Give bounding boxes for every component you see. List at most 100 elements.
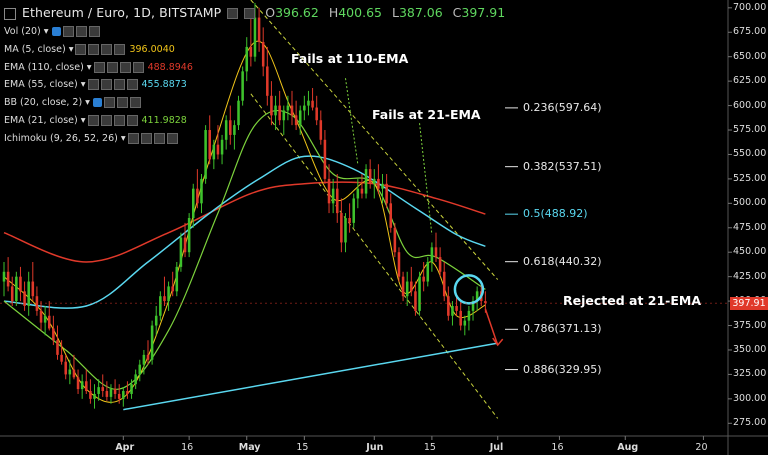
indicator-row[interactable]: Vol (20) ▾	[4, 26, 100, 37]
candle-body	[282, 110, 286, 121]
more-icon[interactable]	[244, 8, 256, 19]
indicator-row[interactable]: MA (5, close) ▾ 396.0040	[4, 43, 175, 55]
candle-body	[261, 42, 265, 67]
y-tick-label: 500.00	[733, 197, 767, 209]
candle	[224, 115, 228, 150]
indicator-label[interactable]: EMA (21, close) ▾	[4, 115, 86, 126]
candle-body	[27, 281, 30, 306]
candle	[101, 374, 105, 397]
candle-body	[229, 120, 232, 135]
collapse-icon[interactable]	[4, 7, 16, 20]
settings-icon[interactable]	[227, 8, 239, 19]
candle-body	[451, 305, 454, 316]
eye-icon[interactable]	[51, 27, 61, 36]
candle-body	[389, 203, 393, 228]
dotted-arrow-2	[419, 123, 433, 235]
x-tick-label: Aug	[617, 442, 639, 453]
settings-icon[interactable]	[140, 132, 152, 144]
candle	[191, 183, 195, 228]
eye-icon[interactable]	[75, 43, 87, 55]
settings-icon[interactable]	[100, 79, 112, 91]
candle-body	[23, 291, 26, 306]
candle	[138, 359, 142, 382]
indicator-label[interactable]: BB (20, close, 2) ▾	[4, 97, 90, 109]
candle	[179, 232, 183, 272]
annotation-rejected-21: Rejected at 21-EMA	[563, 293, 702, 308]
close-icon[interactable]	[132, 61, 144, 73]
settings-icon[interactable]	[100, 115, 112, 126]
high-value: 400.65	[338, 5, 382, 20]
candle-body	[163, 296, 166, 302]
indicator-row[interactable]: EMA (21, close) ▾ 411.9828	[4, 115, 187, 126]
ma-5-line	[3, 40, 486, 403]
indicator-label[interactable]: EMA (55, close) ▾	[4, 79, 86, 91]
candle	[286, 95, 290, 121]
candle-body	[467, 310, 471, 321]
y-tick-label: 475.00	[733, 221, 767, 233]
indicator-label[interactable]: Vol (20) ▾	[4, 26, 49, 37]
close-icon[interactable]	[166, 132, 178, 144]
candle-body	[122, 391, 125, 399]
candle-body	[130, 384, 133, 394]
candle	[467, 305, 471, 331]
candle-body	[426, 261, 430, 282]
candle	[76, 369, 80, 394]
indicator-label[interactable]: Ichimoku (9, 26, 52, 26) ▾	[4, 132, 126, 144]
add-icon[interactable]	[101, 43, 113, 55]
candle	[455, 296, 458, 316]
indicator-row[interactable]: Ichimoku (9, 26, 52, 26) ▾	[4, 132, 178, 144]
y-tick-label: 575.00	[733, 124, 767, 136]
candle-body	[191, 188, 195, 218]
eye-icon[interactable]	[93, 61, 105, 73]
close-icon[interactable]	[126, 79, 138, 91]
close-icon[interactable]	[129, 97, 141, 109]
indicator-row[interactable]: EMA (110, close) ▾ 488.8946	[4, 61, 193, 73]
channel-upper-line	[250, 0, 499, 280]
open-label: O	[265, 5, 276, 20]
candle	[434, 232, 438, 262]
indicator-label[interactable]: MA (5, close) ▾	[4, 43, 74, 55]
y-tick-label: 350.00	[733, 343, 767, 355]
candle-body	[471, 301, 475, 311]
candle	[377, 164, 380, 194]
candle	[60, 340, 63, 365]
candle	[303, 95, 306, 121]
candle	[311, 87, 314, 111]
candle-body	[253, 17, 257, 57]
add-icon[interactable]	[113, 115, 125, 126]
add-icon[interactable]	[153, 132, 165, 144]
add-icon[interactable]	[116, 97, 128, 109]
candle-body	[19, 276, 22, 292]
close-icon[interactable]	[114, 43, 126, 55]
candle	[463, 315, 467, 336]
candle	[257, 7, 261, 52]
close-icon[interactable]	[126, 115, 138, 126]
settings-icon[interactable]	[103, 97, 115, 109]
eye-icon[interactable]	[87, 79, 99, 91]
add-icon[interactable]	[75, 26, 87, 37]
candle-body	[405, 281, 409, 297]
add-icon[interactable]	[113, 79, 125, 91]
settings-icon[interactable]	[88, 43, 100, 55]
symbol-title[interactable]: Ethereum / Euro, 1D, BITSTAMP	[21, 5, 222, 20]
settings-icon[interactable]	[106, 61, 118, 73]
eye-icon[interactable]	[92, 98, 102, 108]
add-icon[interactable]	[119, 61, 131, 73]
settings-icon[interactable]	[62, 26, 74, 37]
fib-level-label: 0.618(440.32)	[523, 254, 602, 268]
close-icon[interactable]	[88, 26, 100, 37]
candle-body	[179, 237, 183, 267]
candle	[122, 387, 125, 407]
eye-icon[interactable]	[127, 132, 139, 144]
eye-icon[interactable]	[87, 115, 99, 126]
candle	[117, 384, 121, 404]
indicator-row[interactable]: EMA (55, close) ▾ 455.8873	[4, 79, 187, 91]
candle-body	[154, 315, 158, 326]
candle	[261, 27, 265, 77]
candle	[31, 261, 35, 302]
indicator-row[interactable]: BB (20, close, 2) ▾	[4, 97, 141, 109]
candle	[93, 384, 96, 409]
candle-body	[442, 271, 446, 297]
indicator-label[interactable]: EMA (110, close) ▾	[4, 61, 92, 73]
